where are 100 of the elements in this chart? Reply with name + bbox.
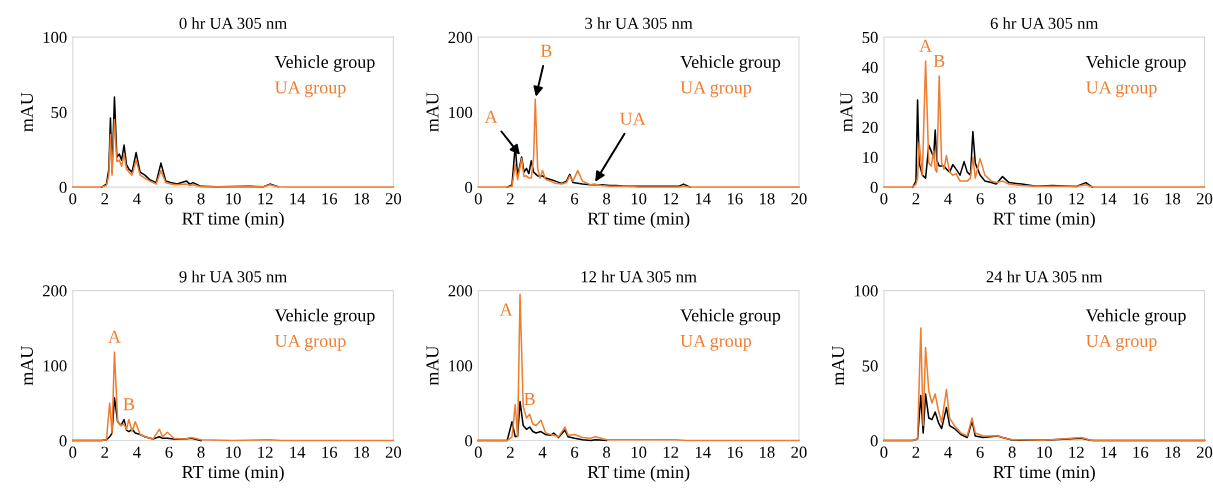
annotation: A [108,330,121,343]
x-tick-label: 16 [322,446,338,458]
x-tick-label: 10 [226,193,241,205]
y-axis-title: mAU [426,345,439,386]
chart-title: 0 hr UA 305 nm [179,17,287,29]
x-tick-label: 10 [226,446,241,458]
x-tick-label: 18 [760,446,775,458]
x-tick-label: 10 [631,446,647,458]
x-tick-label: 4 [538,193,547,205]
chart-title: 3 hr UA 305 nm [585,17,693,29]
x-tick-label: 12 [1069,446,1084,458]
x-tick-label: 16 [1133,446,1149,458]
x-tick-label: 16 [1133,193,1149,205]
x-axis-title: RT time (min) [587,465,690,482]
x-tick-label: 8 [603,193,611,205]
y-tick-label: 0 [465,435,473,447]
x-tick-label: 10 [631,193,647,205]
x-tick-label: 2 [101,193,109,205]
y-axis-title: mAU [840,92,853,132]
y-tick-label: 100 [854,285,878,297]
x-tick-label: 20 [385,446,402,458]
x-tick-label: 2 [506,193,514,205]
x-tick-label: 6 [976,193,984,205]
x-tick-label: 8 [197,446,205,458]
x-tick-label: 4 [538,446,547,458]
x-tick-label: 8 [1008,446,1016,458]
x-axis-title: RT time (min) [587,211,690,229]
x-axis-title: RT time (min) [182,211,284,229]
x-tick-label: 8 [1008,193,1016,205]
y-axis-title: mAU [426,92,439,132]
chart-title: 12 hr UA 305 nm [581,270,697,283]
x-tick-label: 0 [880,446,888,458]
x-tick-label: 12 [663,193,679,205]
x-tick-label: 12 [663,446,679,458]
line-series [911,99,1094,188]
x-tick-label: 8 [197,193,205,205]
y-tick-label: 0 [465,181,473,194]
annotation: B [933,54,945,67]
y-axis-title: mAU [20,345,33,386]
x-tick-label: 0 [69,446,77,458]
text: UA group [680,81,752,98]
chart-title: 6 hr UA 305 nm [990,17,1099,29]
y-tick-label: 50 [862,31,878,44]
x-tick-label: 20 [385,193,402,205]
text: Vehicle group [274,55,375,72]
x-tick-label: 6 [571,446,579,458]
y-tick-label: 0 [59,435,67,447]
chart-title: 24 hr UA 305 nm [986,270,1103,283]
x-tick-label: 4 [944,193,952,205]
chart-title: 9 hr UA 305 nm [179,270,287,283]
x-tick-label: 20 [791,193,807,205]
x-tick-label: 10 [1037,193,1052,205]
annotation: A [484,110,498,123]
x-tick-label: 12 [258,193,273,205]
x-tick-label: 14 [1101,446,1117,458]
x-tick-label: 18 [760,193,775,205]
x-tick-label: 18 [1165,446,1181,458]
x-tick-label: 6 [976,446,984,458]
x-tick-label: 2 [101,446,109,458]
x-tick-label: 4 [133,446,141,458]
x-tick-label: 12 [1069,193,1084,205]
y-tick-label: 100 [449,360,473,372]
y-tick-label: 100 [43,31,67,44]
text: UA group [274,334,346,351]
y-tick-label: 30 [862,91,878,104]
x-tick-label: 20 [1196,193,1213,205]
y-tick-label: 0 [870,435,878,447]
x-tick-label: 10 [1037,446,1052,458]
x-tick-label: 0 [474,193,482,205]
text: Vehicle group [1085,55,1186,72]
x-tick-label: 2 [912,193,920,205]
annotation: A [499,303,513,316]
x-tick-label: 14 [290,193,306,205]
text: UA group [1086,334,1157,351]
x-tick-label: 6 [165,193,173,205]
x-axis-title: RT time (min) [993,211,1095,229]
annotation: B [524,393,535,405]
annotation: A [919,39,932,52]
x-tick-label: 14 [1101,193,1117,205]
annotation: B [123,398,135,411]
y-axis-title: mAU [832,345,845,386]
y-tick-label: 50 [51,106,67,119]
x-tick-label: 18 [354,446,370,458]
x-tick-label: 14 [695,193,711,205]
y-tick-label: 100 [449,106,473,119]
x-tick-label: 8 [603,446,611,458]
x-tick-label: 4 [133,193,141,205]
x-tick-label: 18 [354,193,370,205]
x-axis-title: RT time (min) [993,465,1095,482]
y-tick-label: 200 [448,31,473,44]
x-tick-label: 0 [69,193,77,205]
line-series [477,293,800,442]
x-tick-label: 14 [290,446,306,458]
y-tick-label: 0 [59,181,67,194]
text: Vehicle group [1085,308,1186,326]
x-tick-label: 16 [727,446,743,458]
y-tick-label: 200 [42,285,67,297]
y-tick-label: 20 [862,121,878,134]
x-tick-label: 14 [695,446,711,458]
x-tick-label: 2 [506,446,514,458]
